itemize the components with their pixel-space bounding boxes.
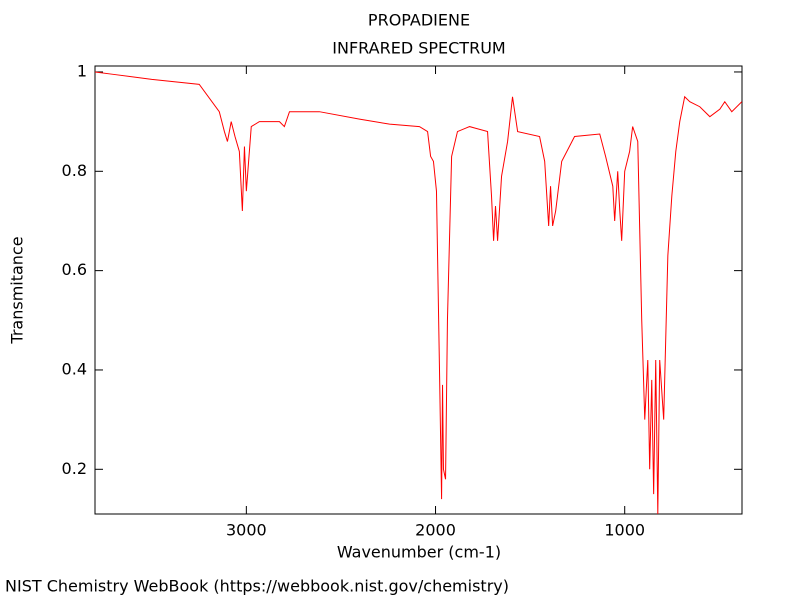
y-tick-label: 0.8 [62,161,87,180]
chart-subtitle: INFRARED SPECTRUM [332,39,505,58]
spectrum-line [95,71,742,514]
x-tick-label: 3000 [226,521,267,540]
chart-title: PROPADIENE [368,11,470,30]
y-tick-label: 1 [77,61,87,80]
y-tick-label: 0.4 [62,359,87,378]
y-axis-label: Transmitance [8,236,27,344]
x-tick-label: 1000 [604,521,645,540]
plot-frame [94,65,743,515]
y-tick-label: 0.6 [62,260,87,279]
x-tick-label: 2000 [415,521,456,540]
x-axis-label: Wavenumber (cm-1) [337,543,501,562]
y-tick-label: 0.2 [62,459,87,478]
source-note: NIST Chemistry WebBook (https://webbook.… [5,577,509,596]
